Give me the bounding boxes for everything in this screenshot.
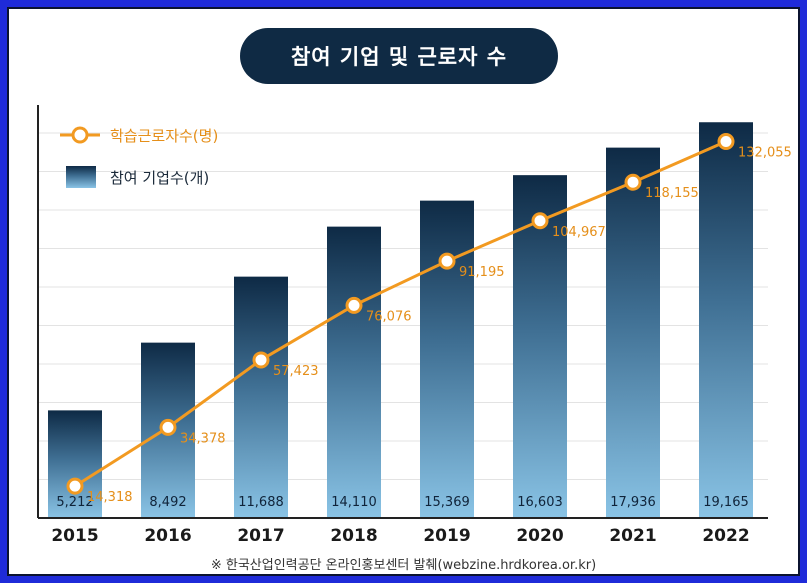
- bar-value-label: 17,936: [610, 495, 656, 510]
- line-value-label: 91,195: [459, 265, 505, 280]
- bar-value-label: 8,492: [149, 495, 186, 510]
- line-point: [252, 351, 270, 369]
- bar-value-label: 15,369: [424, 495, 470, 510]
- bar-value-label: 14,110: [331, 495, 377, 510]
- x-tick-label: 2021: [609, 526, 656, 546]
- line-series: [66, 133, 735, 495]
- data-labels: 5,212 8,492 11,688 14,110 15,369 16,603 17,936…: [56, 146, 791, 510]
- x-tick-label: 2022: [702, 526, 749, 546]
- x-tick-label: 2020: [516, 526, 563, 546]
- line-value-label: 76,076: [366, 309, 412, 324]
- bar: [606, 147, 660, 519]
- line-path: [74, 140, 727, 488]
- legend-line-label: 학습근로자수(명): [110, 127, 218, 145]
- line-point: [345, 296, 363, 314]
- chart-frame: [7, 7, 800, 576]
- bar: [420, 200, 474, 518]
- line-value-label: 14,318: [87, 490, 133, 505]
- legend-bar-label: 참여 기업수(개): [110, 169, 209, 187]
- x-tick-label: 2019: [423, 526, 470, 546]
- bar-series: [48, 122, 753, 519]
- legend-bar-swatch: [66, 166, 96, 188]
- x-tick-label: 2018: [330, 526, 377, 546]
- line-value-label: 57,423: [273, 364, 319, 379]
- axes: 2015 2016 2017 2018 2019 2020 2021 2022: [37, 105, 768, 546]
- bar-value-label: 19,165: [703, 495, 749, 510]
- bar: [327, 226, 381, 519]
- chart-title: 참여 기업 및 근로자 수: [240, 28, 558, 84]
- line-point: [66, 477, 84, 495]
- line-point: [717, 133, 735, 151]
- x-tick-label: 2015: [51, 526, 98, 546]
- bar-value-label: 16,603: [517, 495, 563, 510]
- bar: [234, 276, 288, 518]
- legend-line-marker: [71, 126, 89, 144]
- legend: 학습근로자수(명) 참여 기업수(개): [60, 126, 218, 188]
- line-point: [531, 212, 549, 230]
- bar: [48, 410, 102, 518]
- bar: [513, 175, 567, 518]
- line-point: [438, 252, 456, 270]
- line-value-label: 118,155: [645, 186, 699, 201]
- x-tick-label: 2017: [237, 526, 284, 546]
- bar-value-label: 11,688: [238, 495, 284, 510]
- line-value-label: 104,967: [552, 225, 606, 240]
- line-value-label: 34,378: [180, 431, 226, 446]
- source-note: ※ 한국산업인력공단 온라인홍보센터 발췌(webzine.hrdkorea.o…: [210, 558, 597, 573]
- line-point: [624, 173, 642, 191]
- bar: [699, 122, 753, 519]
- bar-value-label: 5,212: [56, 495, 93, 510]
- x-tick-label: 2016: [144, 526, 191, 546]
- line-point: [159, 418, 177, 436]
- line-value-label: 132,055: [738, 146, 792, 161]
